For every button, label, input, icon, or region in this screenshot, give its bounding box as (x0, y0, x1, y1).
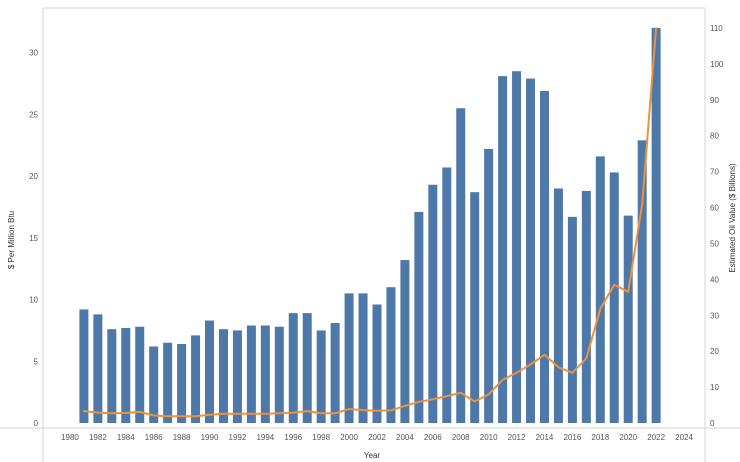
x-tick-label: 2020 (619, 433, 637, 442)
bar-1989 (191, 335, 201, 423)
bar-2019 (609, 172, 619, 423)
bar-2001 (358, 293, 368, 423)
bar-1996 (288, 313, 298, 423)
y2-tick-labels: 0 10 20 30 40 50 60 70 80 90 100 110 (710, 24, 724, 428)
bar-1993 (246, 325, 256, 423)
x-tick-label: 2008 (452, 433, 470, 442)
x-tick-label: 2012 (508, 433, 526, 442)
x-tick-label: 1986 (145, 433, 163, 442)
y-tick-label: 0 (34, 419, 39, 428)
y-tick-label: 25 (29, 110, 38, 119)
bar-2004 (400, 260, 410, 423)
bar-1988 (177, 344, 187, 423)
x-axis-title: Year (364, 451, 381, 460)
y2-tick-label: 80 (710, 132, 719, 141)
bar-1987 (163, 342, 173, 423)
x-tick-label: 1994 (256, 433, 274, 442)
y2-tick-label: 90 (710, 96, 719, 105)
x-tick-label: 2024 (675, 433, 693, 442)
bar-2011 (498, 76, 508, 423)
bar-1997 (302, 313, 312, 423)
bar-2000 (344, 293, 354, 423)
y2-tick-label: 60 (710, 204, 719, 213)
bar-1986 (149, 346, 159, 423)
x-tick-label: 1984 (117, 433, 135, 442)
y-tick-label: 10 (29, 296, 38, 305)
bar-2015 (553, 188, 563, 423)
x-tick-label: 1990 (201, 433, 219, 442)
bar-2020 (623, 215, 633, 423)
bar-1994 (260, 325, 270, 423)
bar-2014 (539, 90, 549, 423)
frame-lines (0, 7, 740, 462)
oil-value-line (82, 27, 658, 418)
bar-2018 (595, 156, 605, 423)
line-layer (82, 27, 658, 418)
bar-1992 (232, 330, 242, 423)
x-tick-label: 1982 (89, 433, 107, 442)
bars-layer (79, 28, 661, 423)
x-tick-label: 1996 (284, 433, 302, 442)
bar-2008 (456, 108, 466, 423)
bar-1983 (107, 329, 117, 423)
bar-2016 (567, 216, 577, 423)
x-tick-label: 2022 (647, 433, 665, 442)
y2-axis-title: Estimated Oil Value ($ Billions) (728, 163, 737, 273)
x-tick-label: 1998 (312, 433, 330, 442)
x-tick-label: 2014 (536, 433, 554, 442)
x-tick-label: 1992 (229, 433, 247, 442)
bar-2005 (414, 211, 424, 423)
bar-1995 (274, 326, 284, 423)
bar-2010 (484, 148, 494, 423)
y-axis-title: $ Per Million Btu (7, 211, 16, 269)
bar-2002 (372, 304, 382, 423)
bar-1985 (135, 326, 145, 423)
bar-1991 (218, 329, 228, 423)
x-tick-label: 2000 (340, 433, 358, 442)
y2-tick-label: 0 (710, 419, 715, 428)
y-tick-label: 5 (34, 357, 39, 366)
x-tick-label: 1980 (61, 433, 79, 442)
bar-1984 (121, 327, 131, 423)
bar-1998 (316, 330, 326, 423)
x-tick-label: 2002 (368, 433, 386, 442)
x-tick-label: 2018 (591, 433, 609, 442)
bar-2007 (442, 167, 452, 423)
bar-2022 (651, 28, 661, 423)
bar-2013 (526, 78, 536, 423)
y2-tick-label: 100 (710, 60, 724, 69)
bar-2009 (470, 192, 480, 423)
y2-tick-label: 10 (710, 383, 719, 392)
bar-2003 (386, 287, 396, 423)
x-tick-label: 2006 (424, 433, 442, 442)
x-tick-label: 2004 (396, 433, 414, 442)
y2-tick-label: 20 (710, 347, 719, 356)
y2-tick-label: 40 (710, 275, 719, 284)
bar-1990 (205, 320, 215, 423)
y2-tick-label: 50 (710, 239, 719, 248)
y-tick-label: 20 (29, 172, 38, 181)
bar-1999 (330, 323, 340, 423)
x-tick-label: 2016 (563, 433, 581, 442)
bar-2021 (637, 140, 647, 423)
bar-1981 (79, 309, 89, 423)
bar-2006 (428, 184, 438, 423)
x-tick-label: 2010 (480, 433, 498, 442)
bar-1982 (93, 314, 103, 423)
bar-2012 (512, 71, 522, 423)
y2-tick-label: 110 (710, 24, 723, 33)
bar-2017 (581, 190, 591, 423)
x-tick-label: 1988 (173, 433, 191, 442)
y2-tick-label: 30 (710, 311, 719, 320)
y-tick-labels: 0 5 10 15 20 25 30 (29, 49, 38, 428)
y-tick-label: 30 (29, 49, 38, 58)
y2-tick-label: 70 (710, 168, 719, 177)
y-tick-label: 15 (29, 234, 38, 243)
x-tick-labels: 1980 1982 1984 1986 1988 1990 1992 1994 1996 1998… (61, 433, 693, 442)
